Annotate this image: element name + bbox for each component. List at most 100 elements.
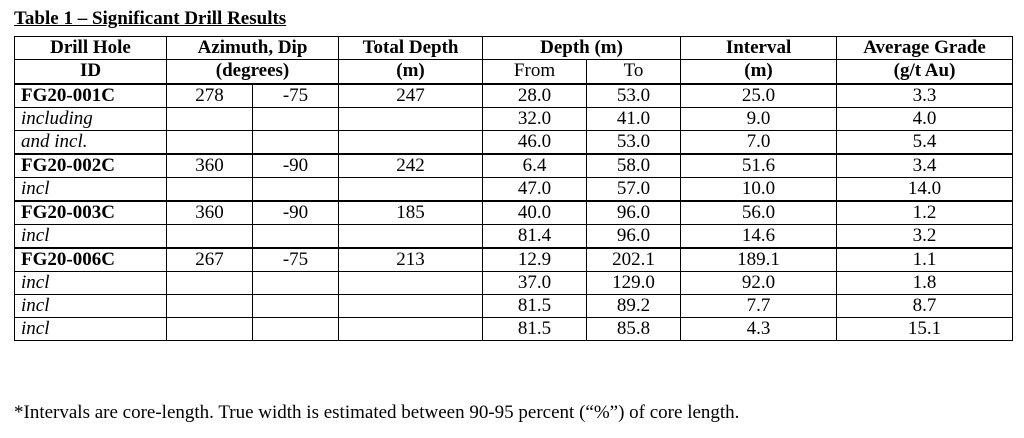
cell-azimuth: 360 bbox=[166, 200, 253, 225]
header-average-grade: Average Grade bbox=[836, 36, 1014, 60]
cell-from: 40.0 bbox=[482, 200, 588, 225]
cell-grade: 8.7 bbox=[836, 294, 1014, 318]
table-row: incl 37.0 129.0 92.0 1.8 bbox=[14, 271, 1014, 295]
cell-interval: 7.7 bbox=[680, 294, 838, 318]
cell-azimuth bbox=[166, 107, 253, 131]
cell-dip bbox=[251, 177, 340, 202]
cell-to: 53.0 bbox=[586, 130, 682, 155]
cell-total-depth: 247 bbox=[338, 83, 484, 108]
cell-to: 96.0 bbox=[586, 200, 682, 225]
cell-dip bbox=[251, 107, 340, 131]
table-footnote: *Intervals are core-length. True width i… bbox=[14, 402, 740, 423]
cell-to: 129.0 bbox=[586, 271, 682, 295]
cell-total-depth bbox=[338, 177, 484, 202]
cell-dip bbox=[251, 294, 340, 318]
cell-azimuth: 278 bbox=[166, 83, 253, 108]
cell-interval: 14.6 bbox=[680, 224, 838, 249]
cell-total-depth: 242 bbox=[338, 153, 484, 178]
cell-from: 46.0 bbox=[482, 130, 588, 155]
cell-dip: -90 bbox=[251, 200, 340, 225]
cell-dip bbox=[251, 317, 340, 341]
cell-grade: 1.8 bbox=[836, 271, 1014, 295]
header-azimuth-line2-cell: (degrees) bbox=[165, 59, 340, 85]
cell-azimuth bbox=[166, 224, 253, 249]
cell-interval: 92.0 bbox=[680, 271, 838, 295]
cell-from: 28.0 bbox=[482, 83, 588, 108]
table-row: incl 81.5 85.8 4.3 15.1 bbox=[14, 317, 1014, 341]
cell-hole-id: FG20-001C bbox=[14, 83, 167, 108]
cell-from: 81.4 bbox=[482, 224, 588, 249]
cell-azimuth bbox=[166, 294, 253, 318]
header-grade-line2-cell: (g/t Au) bbox=[836, 59, 1014, 85]
cell-interval: 56.0 bbox=[680, 200, 838, 225]
header-interval-line2-cell: (m) bbox=[680, 59, 838, 85]
cell-interval: 7.0 bbox=[680, 130, 838, 155]
cell-azimuth bbox=[166, 130, 253, 155]
header-total-depth: Total Depth bbox=[338, 36, 484, 60]
cell-grade: 4.0 bbox=[836, 107, 1014, 131]
cell-total-depth: 213 bbox=[338, 247, 484, 272]
cell-dip: -90 bbox=[251, 153, 340, 178]
cell-dip bbox=[251, 130, 340, 155]
header-depth-from: From bbox=[482, 59, 588, 85]
cell-hole-id: FG20-002C bbox=[14, 153, 167, 178]
header-depth-line1: Depth (m) bbox=[540, 37, 623, 59]
table-row: incl 81.5 89.2 7.7 8.7 bbox=[14, 294, 1014, 318]
cell-to: 57.0 bbox=[586, 177, 682, 202]
cell-from: 81.5 bbox=[482, 317, 588, 341]
header-grade-line2: (g/t Au) bbox=[893, 60, 956, 81]
cell-from: 47.0 bbox=[482, 177, 588, 202]
cell-hole-id: FG20-003C bbox=[14, 200, 167, 225]
header-total-depth-line2: (m) bbox=[396, 60, 425, 81]
header-azimuth-line2: (degrees) bbox=[215, 60, 290, 81]
header-interval-line2: (m) bbox=[744, 60, 773, 81]
cell-interval: 4.3 bbox=[680, 317, 838, 341]
cell-interval: 25.0 bbox=[680, 83, 838, 108]
header-total-depth-line1: Total Depth bbox=[362, 37, 459, 59]
cell-hole-id: incl bbox=[14, 271, 167, 295]
cell-to: 85.8 bbox=[586, 317, 682, 341]
table-body: FG20-001C 278 -75 247 28.0 53.0 25.0 3.3… bbox=[14, 83, 1014, 341]
cell-total-depth bbox=[338, 294, 484, 318]
table-row: FG20-003C 360 -90 185 40.0 96.0 56.0 1.2 bbox=[14, 200, 1014, 225]
cell-dip: -75 bbox=[251, 83, 340, 108]
cell-grade: 3.4 bbox=[836, 153, 1014, 178]
cell-grade: 1.2 bbox=[836, 200, 1014, 225]
cell-total-depth bbox=[338, 224, 484, 249]
table-row: incl 47.0 57.0 10.0 14.0 bbox=[14, 177, 1014, 202]
table-row: including 32.0 41.0 9.0 4.0 bbox=[14, 107, 1014, 131]
cell-to: 41.0 bbox=[586, 107, 682, 131]
table-header: Drill Hole Azimuth, Dip Total Depth Dept… bbox=[14, 36, 1014, 85]
cell-total-depth: 185 bbox=[338, 200, 484, 225]
cell-from: 6.4 bbox=[482, 153, 588, 178]
cell-azimuth bbox=[166, 177, 253, 202]
cell-grade: 14.0 bbox=[836, 177, 1014, 202]
header-drill-hole-id-line2: ID bbox=[14, 59, 167, 85]
cell-interval: 9.0 bbox=[680, 107, 838, 131]
header-grade-line1: Average Grade bbox=[863, 37, 986, 59]
header-azimuth-dip: Azimuth, Dip bbox=[165, 36, 340, 60]
cell-hole-id: incl bbox=[14, 294, 167, 318]
cell-interval: 189.1 bbox=[680, 247, 838, 272]
header-depth-to: To bbox=[586, 59, 682, 85]
header-drill-hole-line1: Drill Hole bbox=[50, 37, 131, 59]
cell-from: 37.0 bbox=[482, 271, 588, 295]
cell-hole-id: incl bbox=[14, 224, 167, 249]
cell-to: 53.0 bbox=[586, 83, 682, 108]
table-row: FG20-002C 360 -90 242 6.4 58.0 51.6 3.4 bbox=[14, 153, 1014, 178]
header-total-depth-line2-cell: (m) bbox=[338, 59, 484, 85]
header-interval-line1: Interval bbox=[725, 37, 792, 59]
cell-total-depth bbox=[338, 271, 484, 295]
cell-grade: 5.4 bbox=[836, 130, 1014, 155]
cell-hole-id: incl bbox=[14, 317, 167, 341]
cell-grade: 1.1 bbox=[836, 247, 1014, 272]
cell-from: 32.0 bbox=[482, 107, 588, 131]
cell-azimuth bbox=[166, 317, 253, 341]
cell-azimuth: 267 bbox=[166, 247, 253, 272]
cell-grade: 3.2 bbox=[836, 224, 1014, 249]
header-interval: Interval bbox=[680, 36, 838, 60]
cell-hole-id: and incl. bbox=[14, 130, 167, 155]
table-row: incl 81.4 96.0 14.6 3.2 bbox=[14, 224, 1014, 249]
cell-total-depth bbox=[338, 317, 484, 341]
cell-interval: 51.6 bbox=[680, 153, 838, 178]
